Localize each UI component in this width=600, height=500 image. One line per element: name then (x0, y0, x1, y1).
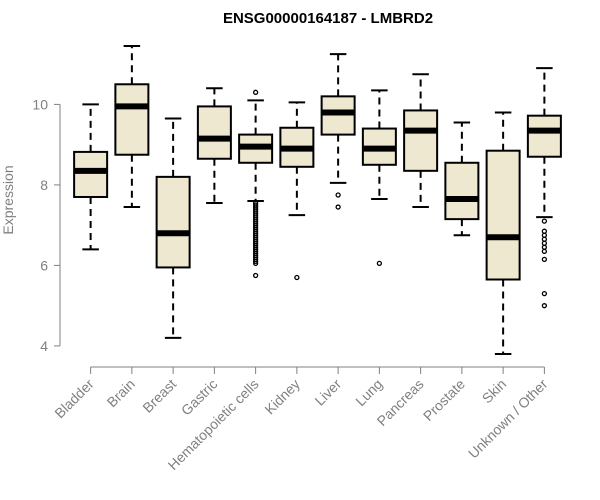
box-5 (279, 101, 315, 281)
x-tick-label: Kidney (261, 376, 303, 418)
y-axis-title: Expression (0, 165, 16, 234)
outlier-point (541, 218, 548, 224)
plot-area (73, 45, 562, 355)
box-3 (196, 87, 232, 205)
box-1 (114, 45, 150, 209)
outlier-point (541, 303, 548, 309)
box-7 (361, 89, 397, 267)
y-tick-label-6: 6 (40, 257, 48, 273)
box-0 (73, 103, 109, 251)
box-iqr (444, 161, 480, 221)
box-10 (485, 111, 521, 355)
box-11 (526, 67, 562, 309)
outlier-point (376, 260, 383, 267)
x-tick-label: Lung (352, 376, 385, 409)
box-iqr (196, 105, 232, 160)
y-axis: 4 6 8 10 (32, 96, 61, 354)
x-tick-label: Prostate (420, 376, 468, 424)
outlier-point (541, 290, 548, 297)
y-tick-label-8: 8 (40, 177, 48, 193)
box-iqr (73, 150, 109, 198)
outlier-point (252, 260, 259, 267)
box-4 (238, 89, 274, 279)
box-9 (444, 121, 480, 237)
outlier-point (294, 274, 300, 281)
x-tick-label: Breast (139, 376, 179, 416)
box-iqr (403, 109, 439, 172)
box-iqr (485, 149, 521, 281)
box-iqr (155, 175, 191, 269)
box-iqr (320, 95, 356, 136)
x-tick-label: Brain (104, 376, 138, 410)
x-tick-label: Liver (311, 376, 344, 409)
y-tick-label-4: 4 (40, 338, 48, 354)
outlier-point (541, 248, 548, 254)
outlier-point (252, 272, 259, 279)
outlier-point (335, 204, 341, 210)
chart-title: ENSG00000164187 - LMBRD2 (223, 10, 433, 27)
box-iqr (114, 83, 150, 156)
box-8 (403, 73, 439, 209)
x-tick-label: Skin (479, 376, 510, 407)
box-iqr (526, 114, 562, 158)
outlier-point (335, 192, 341, 198)
box-6 (320, 53, 356, 210)
box-2 (155, 117, 191, 339)
outlier-point (252, 258, 259, 265)
x-tick-label: Bladder (51, 376, 97, 422)
y-tick-label-10: 10 (32, 96, 48, 112)
outlier-point (541, 256, 548, 263)
outlier-point (252, 89, 259, 95)
